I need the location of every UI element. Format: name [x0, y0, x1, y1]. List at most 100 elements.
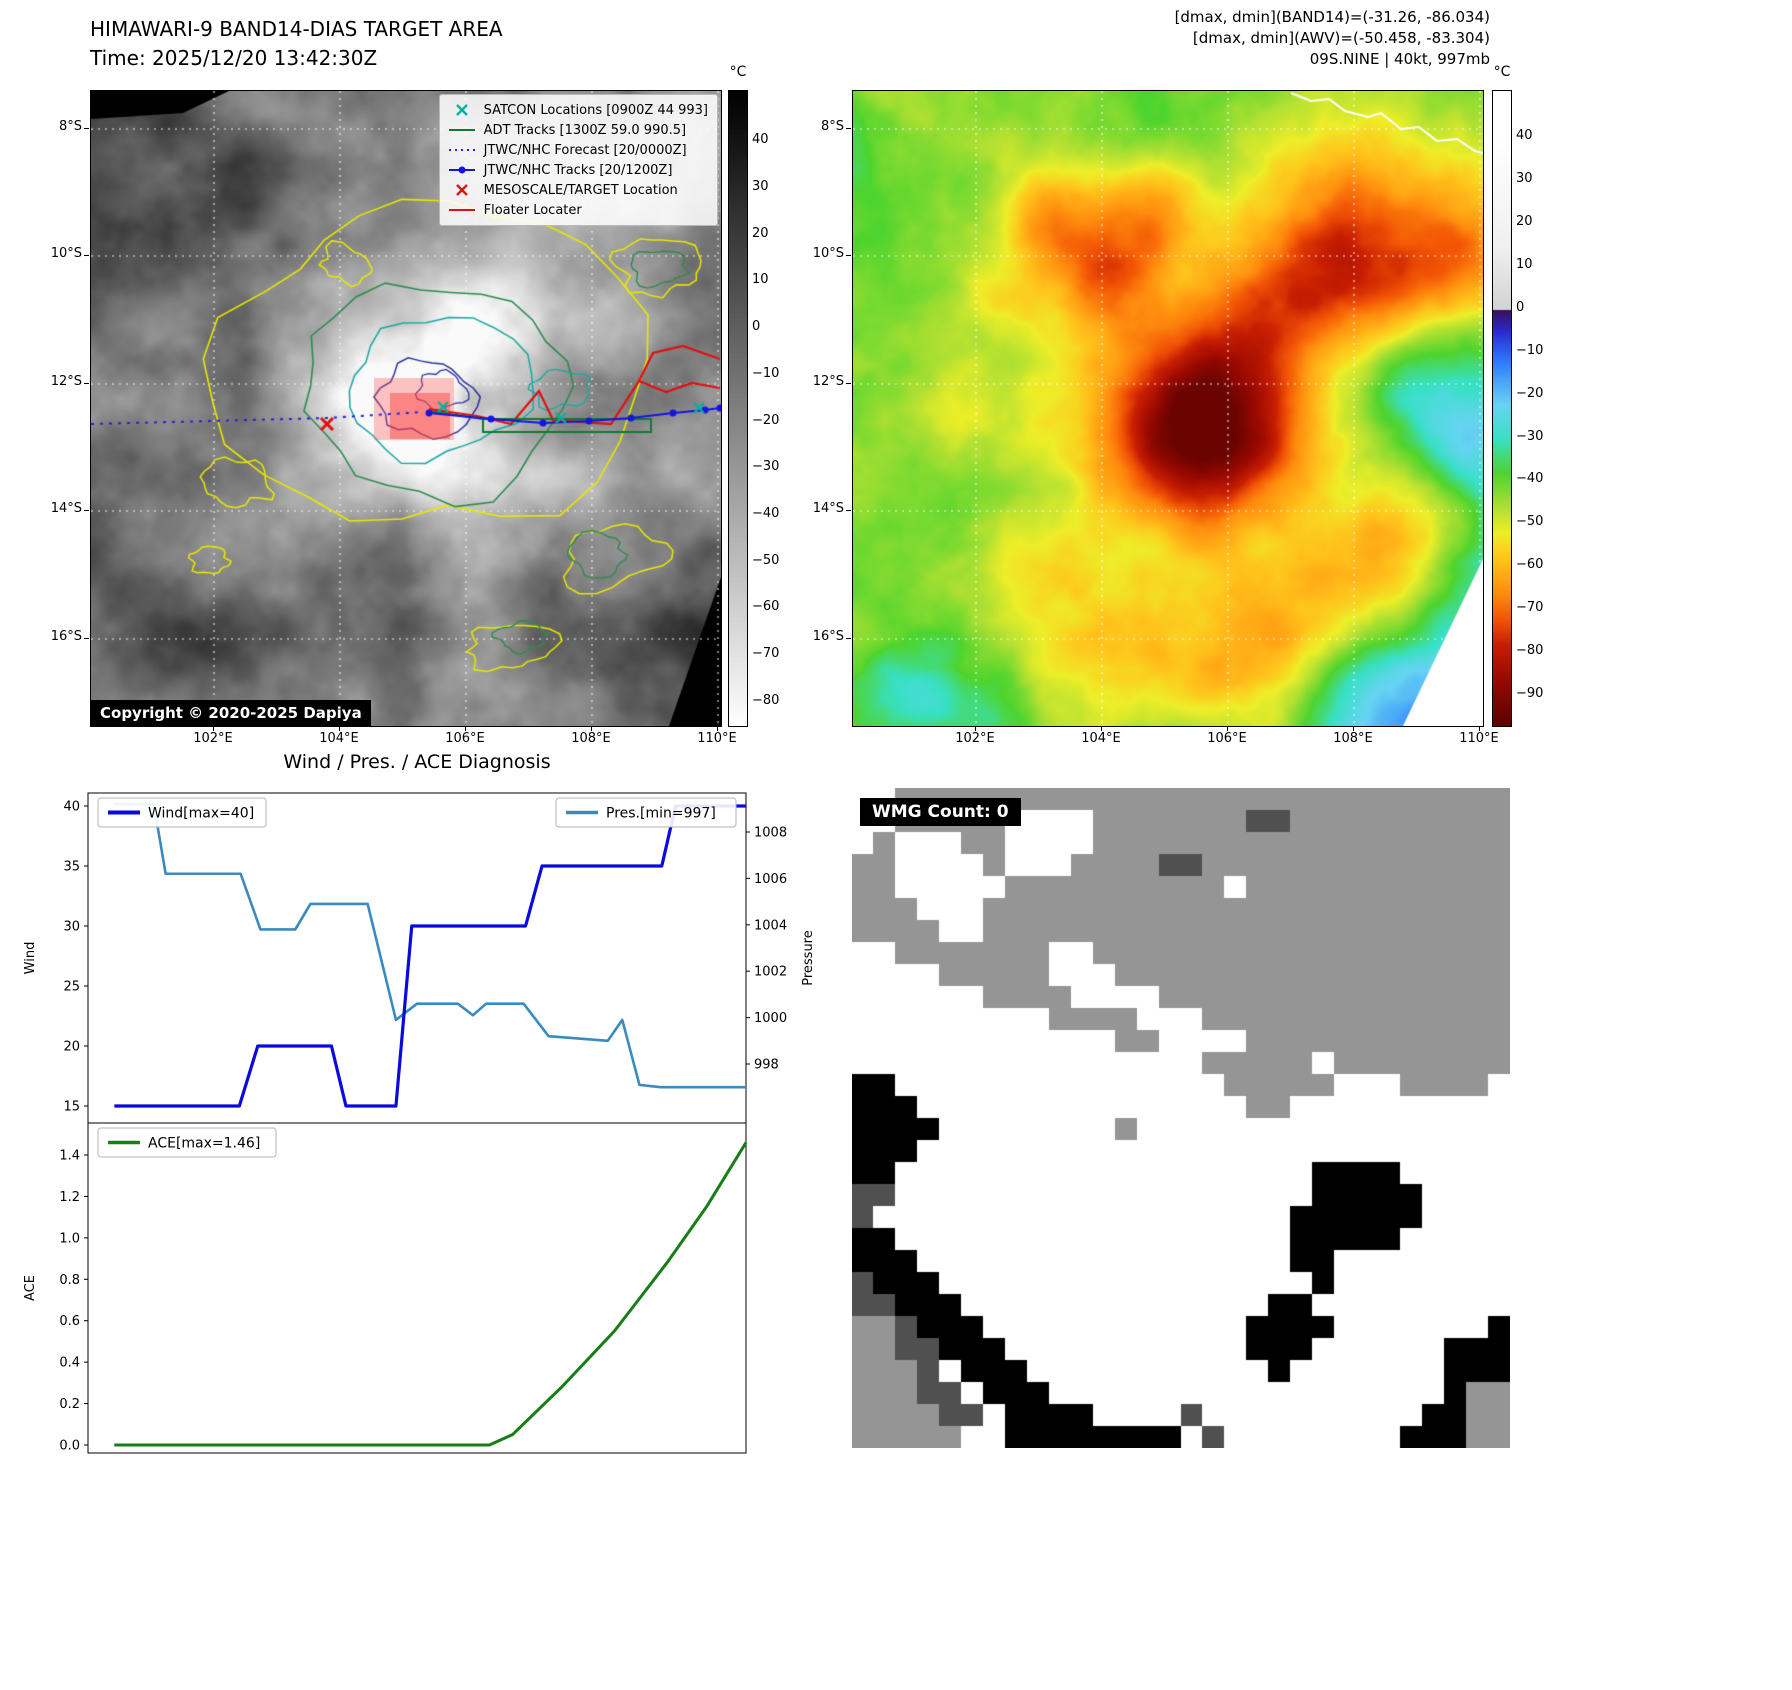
map-legend: SATCON Locations [0900Z 44 993] ADT Track… [438, 94, 718, 226]
panel1-title: HIMAWARI-9 BAND14-DIAS TARGET AREA [90, 17, 503, 41]
ace-tick-label: 0.8 [59, 1273, 80, 1288]
y-tick-label: 8°S [820, 119, 844, 134]
x-tick-label: 106°E [1207, 731, 1247, 746]
x-tick-mark [213, 726, 214, 731]
x-tick-mark [1479, 726, 1480, 731]
pressure-tick-label: 1000 [754, 1011, 787, 1026]
x-tick-label: 104°E [1081, 731, 1121, 746]
ace-tick-label: 1.2 [59, 1190, 80, 1205]
wind-tick-label: 25 [63, 980, 80, 995]
y-tick-mark [84, 383, 89, 384]
annotation-line-2: [dmax, dmin](AWV)=(-50.458, -83.304) [1192, 29, 1490, 47]
y-tick-mark [846, 383, 851, 384]
annotation-line-3: 09S.NINE | 40kt, 997mb [1309, 50, 1490, 68]
legend-item-label: Floater Locater [483, 202, 582, 218]
line-dot-icon [448, 166, 475, 174]
diagnosis-title: Wind / Pres. / ACE Diagnosis [283, 751, 551, 773]
y-tick-mark [84, 638, 89, 639]
awv-colorbar-unit: °C [1493, 64, 1511, 80]
x-marker-icon [455, 104, 468, 116]
band14-colorbar-unit: °C [729, 64, 747, 80]
y-tick-label: 10°S [812, 246, 844, 261]
wind-series-line [114, 804, 746, 1108]
band14-colorbar-tick: −20 [752, 412, 780, 428]
band14-colorbar-tick: 20 [752, 225, 769, 241]
wind-tick-label: 40 [63, 800, 80, 815]
ace-legend-label: ACE[max=1.46] [148, 1136, 260, 1152]
band14-colorbar-tick: 40 [752, 132, 769, 148]
pressure-tick-label: 1006 [754, 872, 787, 887]
pressure-tick-label: 998 [754, 1058, 779, 1073]
wmg-count-badge: WMG Count: 0 [860, 798, 1021, 826]
y-tick-label: 16°S [50, 629, 82, 644]
band14-colorbar-tick: −60 [752, 599, 780, 615]
y-tick-label: 14°S [812, 501, 844, 516]
legend-item-label: MESOSCALE/TARGET Location [483, 182, 678, 198]
awv-map-frame [852, 90, 1484, 727]
diagnosis-charts: 15 20 25 30 35 40 998 1000 1002 1004 1006 1008 0.0 0.… [23, 792, 816, 1454]
panel1-title-block: HIMAWARI-9 BAND14-DIAS TARGET AREA Time:… [90, 15, 503, 73]
y-tick-mark [84, 255, 89, 256]
x-tick-mark [1101, 726, 1102, 731]
panel1-time: Time: 2025/12/20 13:42:30Z [90, 46, 378, 70]
x-tick-mark [465, 726, 466, 731]
legend-item: ADT Tracks [1300Z 59.0 990.5] [447, 120, 708, 140]
awv-map [853, 91, 1483, 726]
awv-colorbar-tick: −50 [1516, 514, 1544, 530]
annotation-line-1: [dmax, dmin](BAND14)=(-31.26, -86.034) [1174, 8, 1490, 26]
awv-colorbar-tick: −20 [1516, 385, 1544, 401]
x-tick-mark [717, 726, 718, 731]
wind-tick-label: 35 [63, 860, 80, 875]
band14-colorbar-tick: −30 [752, 459, 780, 475]
pressure-tick-label: 1004 [754, 918, 787, 933]
band14-colorbar-tick: 0 [752, 319, 761, 335]
ace-tick-label: 0.2 [59, 1397, 80, 1412]
ace-axes [87, 1122, 747, 1454]
pressure-series-line [114, 802, 746, 1089]
legend-item: Floater Locater [447, 200, 708, 220]
wind-tick-label: 15 [63, 1100, 80, 1115]
line-icon [448, 209, 475, 211]
awv-colorbar-tick: 0 [1516, 299, 1525, 315]
x-tick-label: 106°E [445, 731, 485, 746]
band14-colorbar-tick: −50 [752, 552, 780, 568]
x-tick-label: 104°E [319, 731, 359, 746]
awv-colorbar-tick: −80 [1516, 643, 1544, 659]
line-icon [448, 129, 475, 131]
awv-colorbar-tick: −30 [1516, 428, 1544, 444]
x-tick-mark [591, 726, 592, 731]
band14-colorbar-tick: 10 [752, 272, 769, 288]
awv-colorbar-tick: 30 [1516, 171, 1533, 187]
wind-legend [97, 797, 267, 828]
wind-tick-label: 20 [63, 1040, 80, 1055]
band14-map-frame: SATCON Locations [0900Z 44 993] ADT Track… [90, 90, 722, 727]
legend-item: SATCON Locations [0900Z 44 993] [447, 100, 708, 120]
x-tick-mark [339, 726, 340, 731]
legend-item-label: JTWC/NHC Tracks [20/1200Z] [483, 162, 673, 178]
y-tick-mark [84, 510, 89, 511]
pressure-tick-label: 1002 [754, 965, 787, 980]
awv-colorbar-tick: −90 [1516, 685, 1544, 701]
panel2-annotations: [dmax, dmin](BAND14)=(-31.26, -86.034) [… [900, 7, 1490, 70]
wind-legend-label: Wind[max=40] [148, 806, 254, 822]
legend-item-label: JTWC/NHC Forecast [20/0000Z] [483, 142, 687, 158]
ace-tick-label: 0.6 [59, 1314, 80, 1329]
x-tick-label: 102°E [955, 731, 995, 746]
y-tick-label: 12°S [50, 374, 82, 389]
legend-item: JTWC/NHC Tracks [20/1200Z] [447, 160, 708, 180]
y-tick-label: 16°S [812, 629, 844, 644]
y-tick-label: 10°S [50, 246, 82, 261]
ace-legend [97, 1127, 277, 1158]
awv-colorbar-tick: −10 [1516, 342, 1544, 358]
legend-item: JTWC/NHC Forecast [20/0000Z] [447, 140, 708, 160]
x-tick-mark [975, 726, 976, 731]
x-tick-mark [1353, 726, 1354, 731]
awv-colorbar-tick: 10 [1516, 256, 1533, 272]
ace-series-line [114, 1141, 748, 1447]
pressure-legend-label: Pres.[min=997] [606, 806, 716, 822]
awv-colorbar-tick: −40 [1516, 471, 1544, 487]
x-tick-label: 110°E [1459, 731, 1499, 746]
pressure-axis-label: Pressure [801, 930, 816, 986]
pressure-tick-label: 1008 [754, 826, 787, 841]
y-tick-mark [846, 510, 851, 511]
